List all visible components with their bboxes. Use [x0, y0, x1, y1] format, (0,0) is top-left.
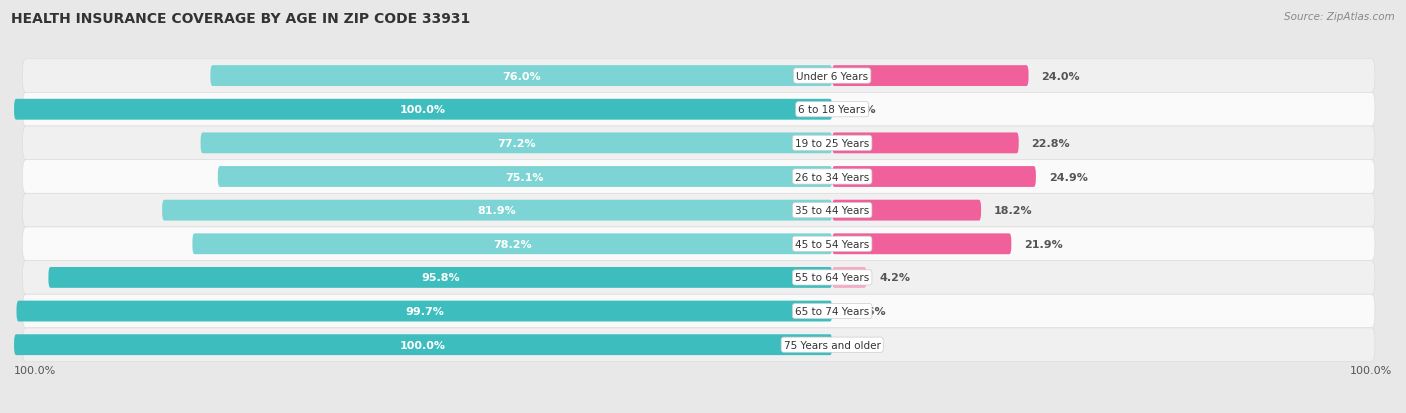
Text: 81.9%: 81.9%	[478, 206, 516, 216]
Text: 78.2%: 78.2%	[494, 239, 531, 249]
Text: 77.2%: 77.2%	[498, 138, 536, 149]
FancyBboxPatch shape	[14, 335, 832, 355]
FancyBboxPatch shape	[211, 66, 832, 87]
Text: 65 to 74 Years: 65 to 74 Years	[794, 306, 869, 316]
Text: 100.0%: 100.0%	[401, 105, 446, 115]
Text: 0.0%: 0.0%	[845, 105, 876, 115]
Text: 100.0%: 100.0%	[1350, 365, 1392, 375]
FancyBboxPatch shape	[22, 160, 1375, 194]
Text: 95.8%: 95.8%	[420, 273, 460, 283]
Text: 24.9%: 24.9%	[1049, 172, 1088, 182]
Text: 75 Years and older: 75 Years and older	[783, 340, 880, 350]
Text: 75.1%: 75.1%	[506, 172, 544, 182]
FancyBboxPatch shape	[48, 267, 832, 288]
Text: 24.0%: 24.0%	[1042, 71, 1080, 81]
FancyBboxPatch shape	[22, 261, 1375, 294]
Text: 45 to 54 Years: 45 to 54 Years	[794, 239, 869, 249]
Text: 100.0%: 100.0%	[401, 340, 446, 350]
FancyBboxPatch shape	[22, 93, 1375, 127]
FancyBboxPatch shape	[22, 59, 1375, 93]
FancyBboxPatch shape	[832, 234, 1011, 254]
Text: 35 to 44 Years: 35 to 44 Years	[794, 206, 869, 216]
FancyBboxPatch shape	[218, 167, 832, 188]
FancyBboxPatch shape	[22, 127, 1375, 160]
Text: 76.0%: 76.0%	[502, 71, 540, 81]
FancyBboxPatch shape	[22, 194, 1375, 228]
Text: 26 to 34 Years: 26 to 34 Years	[794, 172, 869, 182]
FancyBboxPatch shape	[193, 234, 832, 254]
Text: 0.26%: 0.26%	[848, 306, 886, 316]
FancyBboxPatch shape	[22, 328, 1375, 362]
Text: Under 6 Years: Under 6 Years	[796, 71, 869, 81]
Text: HEALTH INSURANCE COVERAGE BY AGE IN ZIP CODE 33931: HEALTH INSURANCE COVERAGE BY AGE IN ZIP …	[11, 12, 471, 26]
FancyBboxPatch shape	[17, 301, 832, 322]
Text: 18.2%: 18.2%	[994, 206, 1032, 216]
FancyBboxPatch shape	[832, 200, 981, 221]
FancyBboxPatch shape	[832, 167, 1036, 188]
FancyBboxPatch shape	[832, 66, 1029, 87]
FancyBboxPatch shape	[22, 294, 1375, 328]
FancyBboxPatch shape	[162, 200, 832, 221]
FancyBboxPatch shape	[22, 228, 1375, 261]
FancyBboxPatch shape	[14, 100, 832, 120]
FancyBboxPatch shape	[201, 133, 832, 154]
Text: 99.7%: 99.7%	[405, 306, 444, 316]
FancyBboxPatch shape	[832, 267, 866, 288]
Text: 100.0%: 100.0%	[14, 365, 56, 375]
Text: 55 to 64 Years: 55 to 64 Years	[794, 273, 869, 283]
FancyBboxPatch shape	[832, 133, 1019, 154]
Text: 6 to 18 Years: 6 to 18 Years	[799, 105, 866, 115]
Text: 19 to 25 Years: 19 to 25 Years	[794, 138, 869, 149]
Text: Source: ZipAtlas.com: Source: ZipAtlas.com	[1284, 12, 1395, 22]
Text: 4.2%: 4.2%	[880, 273, 911, 283]
Text: 0.0%: 0.0%	[845, 340, 876, 350]
Text: 22.8%: 22.8%	[1032, 138, 1070, 149]
Text: 21.9%: 21.9%	[1024, 239, 1063, 249]
